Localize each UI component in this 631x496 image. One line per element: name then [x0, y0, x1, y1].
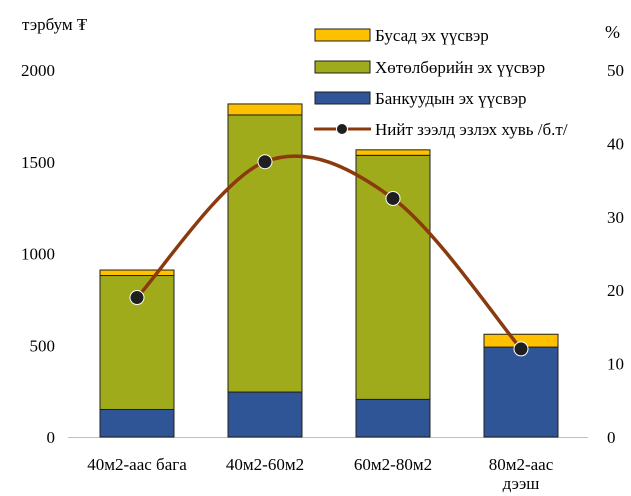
left-tick-label: 2000 [21, 61, 55, 80]
left-tick-label: 0 [47, 428, 56, 447]
category-label: 40м2-60м2 [226, 455, 304, 474]
right-tick-label: 30 [607, 208, 624, 227]
share-line [135, 154, 523, 351]
bar-segment [355, 398, 431, 438]
line-series [129, 154, 529, 357]
legend: Бусад эх үүсвэр Хөтөлбөрийн эх үүсвэр Банк… [314, 26, 568, 139]
legend-label: Банкуудын эх үүсвэр [375, 89, 527, 108]
right-tick-label: 50 [607, 61, 624, 80]
legend-label: Хөтөлбөрийн эх үүсвэр [375, 58, 545, 77]
legend-swatch [314, 91, 371, 105]
left-tick-label: 1000 [21, 245, 55, 264]
bar-segment [99, 408, 175, 438]
legend-label: Нийт зээлд эзлэх хувь /б.т/ [375, 120, 568, 139]
bar-segment [483, 346, 559, 438]
bars [99, 103, 559, 438]
left-tick-label: 500 [30, 336, 56, 355]
right-tick-label: 40 [607, 134, 624, 153]
share-line-point [257, 154, 273, 170]
category-label: дээш [503, 474, 540, 493]
bar-segment [99, 269, 175, 277]
category-labels: 40м2-аас бага 40м2-60м2 60м2-80м2 80м2-аасд… [87, 455, 553, 493]
category-label: 40м2-аас бага [87, 455, 187, 474]
share-line-point [385, 190, 401, 206]
right-tick-label: 20 [607, 281, 624, 300]
legend-line-marker [336, 123, 348, 135]
bar-segment [355, 149, 431, 156]
left-tick-label: 1500 [21, 153, 55, 172]
left-axis-label: тэрбум ₮ [22, 15, 88, 34]
right-axis-ticks: 0 10 20 30 40 50 [607, 61, 624, 447]
right-axis-label: % [605, 22, 620, 42]
share-line-point [129, 290, 145, 306]
share-line-point [513, 341, 529, 357]
left-axis-ticks: 0 500 1000 1500 2000 [21, 61, 55, 447]
category-label: 80м2-аас [489, 455, 554, 474]
bar-segment [227, 391, 303, 438]
legend-swatch [314, 60, 371, 74]
legend-label: Бусад эх үүсвэр [375, 26, 489, 45]
legend-swatch [314, 28, 371, 42]
right-tick-label: 10 [607, 355, 624, 374]
bar-segment [227, 103, 303, 116]
right-tick-label: 0 [607, 428, 616, 447]
category-label: 60м2-80м2 [354, 455, 432, 474]
